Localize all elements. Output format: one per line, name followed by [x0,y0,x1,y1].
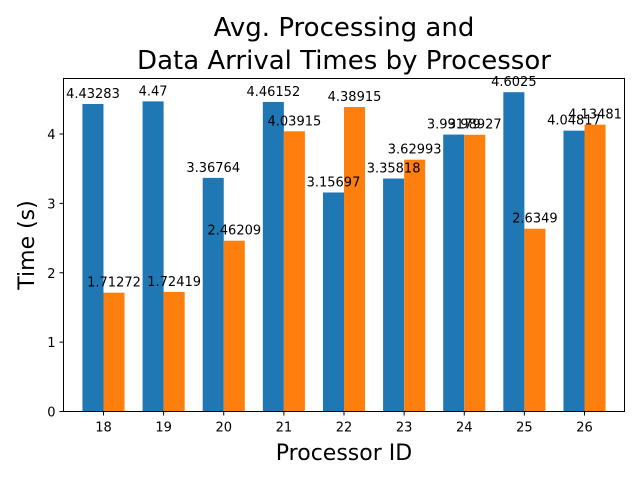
x-tick-label-26: 26 [576,421,593,436]
bar-series-2-cat-23 [404,159,426,412]
chart-title-line-2: Data Arrival Times by Processor [137,46,551,76]
bar-series-1-cat-19 [142,101,164,412]
data-label-series-2-cat-23: 3.62993 [388,143,442,158]
y-axis-ticks: 0 1 2 3 4 [47,128,64,421]
bar-series-1-cat-25 [503,92,525,412]
y-tick-label-3: 3 [47,197,55,212]
bar-series-2-cat-26 [584,124,606,412]
bar-series-1-cat-24 [443,134,465,412]
bar-series-1-cat-26 [563,130,585,412]
bar-series-1-cat-22 [322,192,344,412]
data-label-series-2-cat-18: 1.71272 [87,276,141,291]
data-label-series-2-cat-26: 4.13481 [568,108,622,123]
bar-series-2-cat-19 [163,291,185,412]
bar-series-2-cat-20 [223,240,245,412]
data-label-series-2-cat-20: 2.46209 [207,224,261,239]
x-tick-label-22: 22 [336,421,353,436]
x-axis-label: Processor ID [276,441,412,466]
data-label-series-1-cat-25: 4.6025 [491,75,537,90]
bar-series-2-cat-24 [464,134,486,412]
plot-frame [63,78,625,412]
bar-series-1-cat-23 [383,178,405,412]
chart-title-line-1: Avg. Processing and [214,13,475,43]
data-label-series-1-cat-23: 3.35818 [367,162,421,177]
bar-series-2-cat-22 [344,107,366,412]
bar-series-1-cat-20 [202,177,224,412]
bar-series-2-cat-21 [283,131,305,412]
data-label-series-1-cat-24: 3.99179 [427,118,481,133]
data-label-series-2-cat-25: 2.6349 [512,212,558,227]
x-tick-label-25: 25 [516,421,533,436]
data-label-series-2-cat-24: 3.98927 [448,118,502,133]
x-tick-label-24: 24 [456,421,473,436]
x-tick-label-19: 19 [155,421,172,436]
data-label-series-1-cat-22: 3.15697 [307,175,361,190]
y-tick-label-2: 2 [47,267,55,282]
y-tick-label-4: 4 [47,128,55,143]
x-tick-label-21: 21 [276,421,293,436]
bar-series-1-cat-21 [262,101,284,412]
bar-series-2-cat-25 [524,228,546,412]
data-label-series-1-cat-19: 4.47 [139,84,168,99]
x-tick-label-23: 23 [396,421,413,436]
y-axis-label: Time (s) [15,200,40,290]
data-label-series-2-cat-19: 1.72419 [147,275,201,290]
data-label-series-1-cat-20: 3.36764 [186,161,240,176]
y-tick-label-0: 0 [47,406,55,421]
x-tick-label-20: 20 [215,421,232,436]
data-label-series-1-cat-26: 4.04817 [547,114,601,129]
bar-series-2-cat-18 [103,292,125,412]
data-label-series-2-cat-21: 4.03915 [268,114,322,129]
x-axis-ticks: 18 19 20 21 22 23 24 25 26 [95,411,593,436]
data-label-series-1-cat-18: 4.43283 [66,87,120,102]
bars-group [82,92,606,412]
data-label-series-2-cat-22: 4.38915 [328,90,382,105]
bar-series-1-cat-18 [82,103,104,412]
data-label-series-1-cat-21: 4.46152 [246,85,300,100]
x-tick-label-18: 18 [95,421,112,436]
y-tick-label-1: 1 [47,336,55,351]
